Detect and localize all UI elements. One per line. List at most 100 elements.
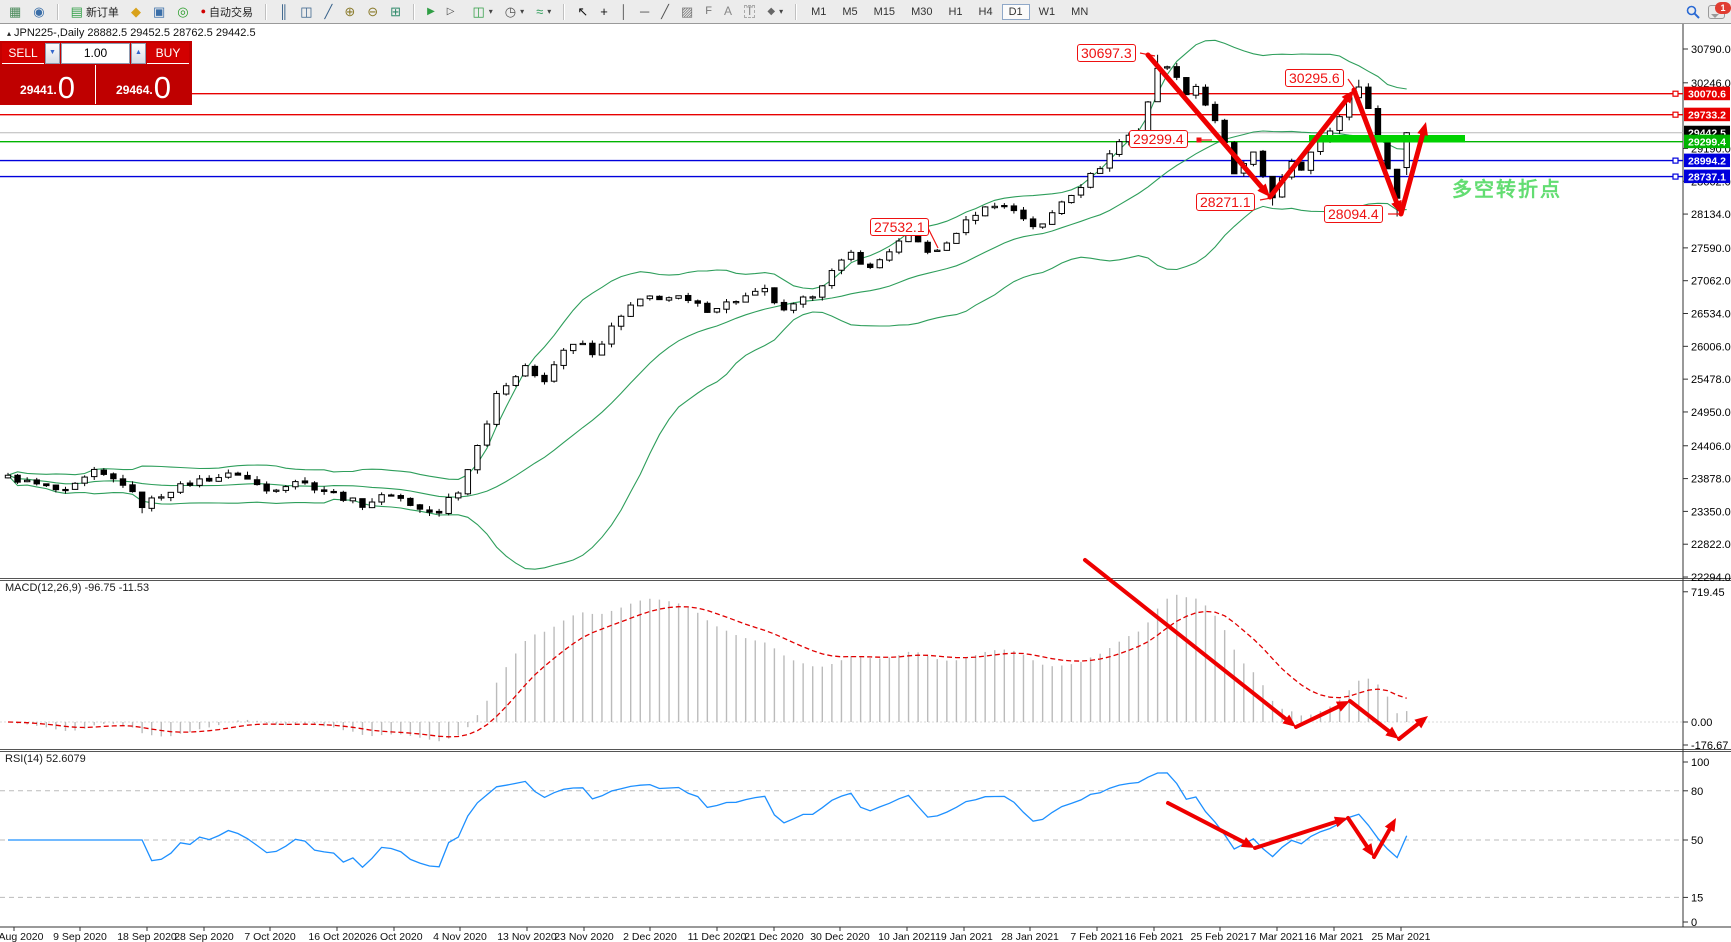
- timeframe-h1[interactable]: H1: [948, 5, 963, 18]
- time-tick-label: 19 Jan 2021: [935, 931, 993, 942]
- timeframe-mn[interactable]: MN: [1071, 5, 1089, 18]
- line: [1145, 52, 1266, 192]
- rsi-line: [8, 772, 1408, 869]
- terminal-button[interactable]: ▣: [148, 3, 170, 20]
- buy-button[interactable]: BUY: [147, 43, 189, 64]
- polygon: [1282, 714, 1296, 727]
- chart-macd-splitter[interactable]: [0, 578, 1731, 581]
- autotrading-status-icon: ●: [200, 6, 207, 16]
- timeframe-d1[interactable]: D1: [1001, 3, 1030, 20]
- profiles-dropdown[interactable]: ◷ ▾: [500, 3, 529, 20]
- buy-price[interactable]: 29464. 0: [96, 65, 191, 104]
- cursor-button[interactable]: ↖: [572, 3, 593, 20]
- trend-arrows-macd[interactable]: [1083, 558, 1428, 741]
- candle-body: [713, 308, 721, 313]
- metaeditor-button[interactable]: ◆: [126, 3, 146, 20]
- new-order-button[interactable]: ▤ 新订单: [66, 2, 124, 22]
- chart-shift-button[interactable]: ▷: [442, 3, 460, 20]
- notifications-icon[interactable]: 1: [1708, 1, 1731, 19]
- hline-handle[interactable]: [1672, 90, 1679, 97]
- candle-body: [780, 301, 788, 311]
- fibonacci-button[interactable]: F: [700, 3, 717, 20]
- zoom-out-button[interactable]: ⊖: [362, 3, 383, 20]
- new-chart-dropdown[interactable]: ◫ ▾: [467, 3, 497, 20]
- hline-handle[interactable]: [1672, 173, 1679, 180]
- hline-handle[interactable]: [1672, 111, 1679, 118]
- candle-body: [742, 295, 749, 303]
- volume-decrease-button[interactable]: ▼: [45, 43, 60, 64]
- rect: [1684, 107, 1730, 122]
- trend-arrows-rsi[interactable]: [1166, 801, 1396, 859]
- signals-button[interactable]: ◎: [172, 3, 193, 20]
- vertical-line-button[interactable]: │: [615, 3, 633, 20]
- line: [1346, 816, 1370, 850]
- volume-input[interactable]: 1.00: [61, 43, 130, 64]
- price-annotation-27532.1[interactable]: 27532.1: [870, 218, 929, 236]
- zoom-in-button[interactable]: ⊕: [339, 3, 360, 20]
- price-annotation-29299.4[interactable]: 29299.4: [1129, 130, 1188, 148]
- candle-body: [943, 242, 951, 251]
- polygon: [1414, 716, 1428, 729]
- candle-body: [838, 259, 845, 271]
- tile-windows-button[interactable]: ⊞: [385, 3, 406, 20]
- candle-body: [684, 294, 692, 302]
- new-chart-icon: ◫: [472, 4, 485, 19]
- trend-arrows-main[interactable]: [1145, 52, 1428, 217]
- channel-button[interactable]: ▨: [676, 3, 698, 20]
- price-axis[interactable]: 30790.030246.029190.028662.028134.027590…: [1683, 44, 1731, 929]
- timeframe-m5[interactable]: M5: [842, 5, 858, 18]
- indicators-dropdown[interactable]: ≈ ▾: [531, 3, 556, 20]
- line: [1294, 703, 1343, 729]
- strategy-tester-button[interactable]: ◉: [28, 3, 49, 20]
- price-annotation-30697.3[interactable]: 30697.3: [1077, 44, 1136, 62]
- sell-price-big-digit: 0: [57, 70, 75, 105]
- horizontal-line-button[interactable]: ─: [635, 3, 654, 20]
- auto-scroll-button[interactable]: ▶: [422, 3, 440, 20]
- trendline-button[interactable]: ╱: [656, 3, 674, 20]
- auto-scroll-icon: ▶: [427, 6, 435, 17]
- timeframe-w1[interactable]: W1: [1038, 5, 1056, 18]
- crosshair-button[interactable]: +: [595, 3, 613, 20]
- search-icon[interactable]: [1686, 5, 1700, 19]
- candle-body: [349, 497, 357, 502]
- rect: [1684, 169, 1730, 184]
- support-zone-band[interactable]: [1309, 135, 1465, 143]
- bar-chart-button[interactable]: ║: [274, 3, 293, 20]
- timeframe-m30[interactable]: M30: [911, 5, 933, 18]
- text-button[interactable]: A: [719, 3, 737, 20]
- new-order-icon: ▤: [70, 4, 83, 19]
- price-annotation-28271.1[interactable]: 28271.1: [1196, 193, 1255, 211]
- candle-body: [33, 479, 40, 485]
- time-tick-label: 16 Oct 2020: [308, 931, 365, 942]
- sell-button[interactable]: SELL: [2, 43, 44, 64]
- candlestick-button[interactable]: ◫: [295, 3, 317, 20]
- timeframe-m1[interactable]: M1: [811, 5, 827, 18]
- candle-body: [110, 473, 117, 480]
- volume-increase-button[interactable]: ▲: [131, 43, 146, 64]
- macd-rsi-splitter[interactable]: [0, 749, 1731, 752]
- time-tick-label: 16 Mar 2021: [1305, 931, 1364, 942]
- candle-body: [129, 484, 136, 493]
- chart-window-button[interactable]: ▦: [4, 3, 26, 20]
- timeframe-h4[interactable]: H4: [978, 5, 993, 18]
- toolbar-group-trade: ▤ 新订单 ◆ ▣ ◎ ● 自动交易: [62, 0, 262, 23]
- macd-panel: [0, 594, 1683, 742]
- text-label-button[interactable]: T: [739, 3, 760, 20]
- candlestick-icon: ◫: [300, 4, 313, 19]
- candle-body: [483, 423, 491, 446]
- arrows-dropdown[interactable]: ◆ ▾: [762, 3, 788, 20]
- channel-icon: ▨: [680, 4, 694, 19]
- timeframe-m15[interactable]: M15: [873, 5, 896, 18]
- sell-price[interactable]: 29441. 0: [0, 65, 96, 104]
- candle-body: [876, 259, 883, 269]
- autotrading-button[interactable]: ● 自动交易: [196, 2, 258, 22]
- chinese-annotation-text[interactable]: 多空转折点: [1452, 179, 1562, 201]
- hline-handle[interactable]: [1672, 157, 1679, 164]
- price-annotation-28094.4[interactable]: 28094.4: [1324, 205, 1383, 223]
- price-annotation-30295.6[interactable]: 30295.6: [1285, 69, 1344, 87]
- candle-body: [1144, 101, 1152, 132]
- line-chart-button[interactable]: ╱: [320, 3, 338, 20]
- candle-body: [560, 349, 567, 366]
